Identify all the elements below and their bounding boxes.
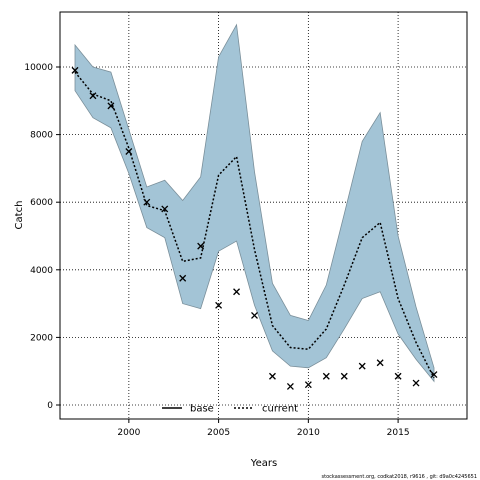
data-point-stroke [376,359,384,367]
data-point-stroke [430,371,438,379]
confidence-band-area [74,23,435,383]
x-tick-label: 2010 [297,428,320,438]
data-point-base [197,242,205,250]
data-point-base [376,359,384,367]
data-point-base [358,362,366,370]
data-point-stroke [268,372,276,380]
data-point-base [215,301,223,309]
data-point-base [251,311,258,319]
data-point-base [268,372,276,380]
data-point-base [71,66,79,74]
x-tick-label: 2000 [117,428,140,438]
data-point-stroke [251,311,258,319]
data-point-stroke [125,148,133,155]
data-point-base [143,198,151,206]
footer-note: stockassessment.org, codkat2018, r9616 ,… [322,474,477,480]
legend: base current [162,404,298,415]
data-point-stroke [412,379,420,387]
confidence-band [74,23,435,383]
data-point-base [430,371,438,379]
data-point-base [340,372,348,380]
data-point-base [286,382,294,390]
x-axis-title: Years [250,458,277,469]
data-point-stroke [143,198,151,206]
data-point-stroke [394,372,402,380]
y-tick-label: 0 [47,401,53,411]
data-point-stroke [197,242,205,250]
data-point-base [179,274,187,282]
data-point-base [412,379,420,387]
data-point-base [304,381,312,389]
data-point-stroke [340,372,348,380]
y-tick-label: 8000 [30,131,53,141]
data-point-base [89,92,97,100]
base-series-points [71,66,438,390]
x-tick-label: 2015 [387,428,410,438]
data-point-base [322,372,330,380]
data-point-stroke [161,205,169,213]
data-point-stroke [215,301,223,309]
data-point-stroke [358,362,366,370]
data-point-stroke [71,66,79,74]
y-axis-ticks: 0 2000 4000 6000 8000 10000 [24,63,60,411]
data-point-stroke [107,102,115,110]
data-point-base [125,148,133,155]
data-point-base [394,372,402,380]
y-axis-title: Catch [14,201,25,230]
y-tick-label: 6000 [30,198,53,208]
legend-base-label: base [190,404,214,415]
y-tick-label: 4000 [30,266,53,276]
data-point-stroke [322,372,330,380]
data-point-stroke [89,92,97,100]
x-tick-label: 2005 [207,428,230,438]
y-tick-label: 2000 [30,333,53,343]
data-point-base [107,102,115,110]
plot-frame [59,11,468,420]
y-tick-label: 10000 [24,63,53,73]
data-point-base [233,288,241,296]
x-axis-ticks: 2000 2005 2010 2015 [117,419,410,438]
legend-current-label: current [262,404,298,415]
data-point-base [161,205,169,213]
data-point-stroke [304,381,312,389]
data-point-stroke [233,288,241,296]
data-point-stroke [179,274,187,282]
data-point-stroke [286,382,294,390]
